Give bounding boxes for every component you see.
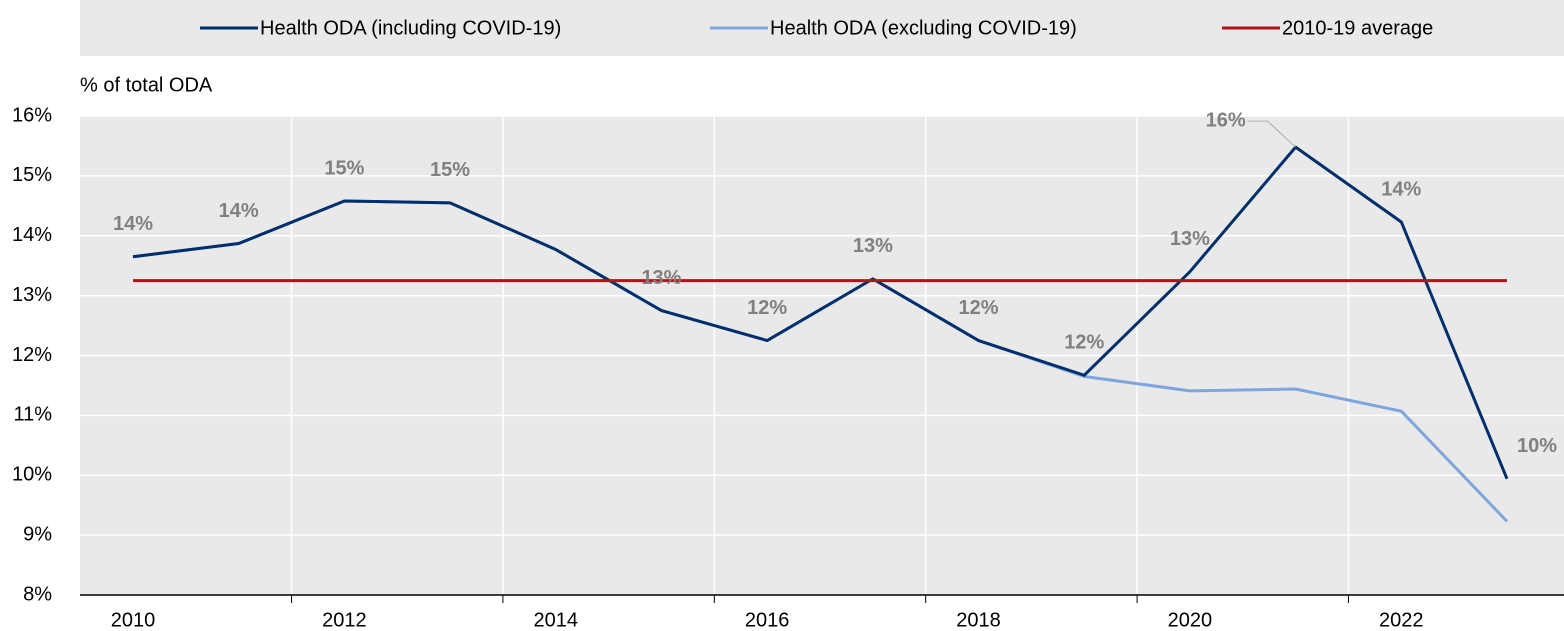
data-label: 13%	[853, 235, 893, 257]
data-label: 14%	[113, 213, 153, 235]
legend-label: 2010-19 average	[1282, 17, 1433, 39]
data-label: 16%	[1206, 109, 1246, 131]
x-tick-label: 2022	[1379, 609, 1424, 631]
legend-label: Health ODA (including COVID-19)	[260, 17, 561, 39]
y-tick-label: 12%	[12, 344, 52, 366]
data-label: 10%	[1517, 435, 1557, 457]
x-tick-label: 2014	[534, 609, 579, 631]
x-tick-label: 2016	[745, 609, 790, 631]
x-tick-label: 2018	[956, 609, 1001, 631]
x-tick-label: 2012	[322, 609, 367, 631]
data-label: 12%	[1064, 332, 1104, 354]
data-label: 12%	[959, 297, 999, 319]
legend-background	[80, 0, 1564, 56]
data-label: 14%	[1381, 178, 1421, 200]
y-tick-label: 13%	[12, 284, 52, 306]
series-line	[132, 145, 1509, 480]
leader-line	[1267, 120, 1296, 148]
data-label: 13%	[1170, 228, 1210, 250]
data-label: 13%	[641, 267, 681, 289]
data-label: 15%	[430, 159, 470, 181]
y-tick-label: 10%	[12, 464, 52, 486]
y-tick-label: 16%	[12, 104, 52, 126]
y-tick-label: 9%	[23, 523, 52, 545]
x-tick-label: 2020	[1168, 609, 1213, 631]
legend-label: Health ODA (excluding COVID-19)	[770, 17, 1077, 39]
y-axis-label: % of total ODA	[80, 74, 213, 96]
data-label: 12%	[747, 297, 787, 319]
y-tick-label: 15%	[12, 164, 52, 186]
data-label: 14%	[219, 200, 259, 222]
x-tick-label: 2010	[111, 609, 156, 631]
y-tick-label: 14%	[12, 224, 52, 246]
data-label: 15%	[324, 157, 364, 179]
y-tick-label: 11%	[13, 404, 52, 426]
y-tick-label: 8%	[23, 583, 52, 605]
